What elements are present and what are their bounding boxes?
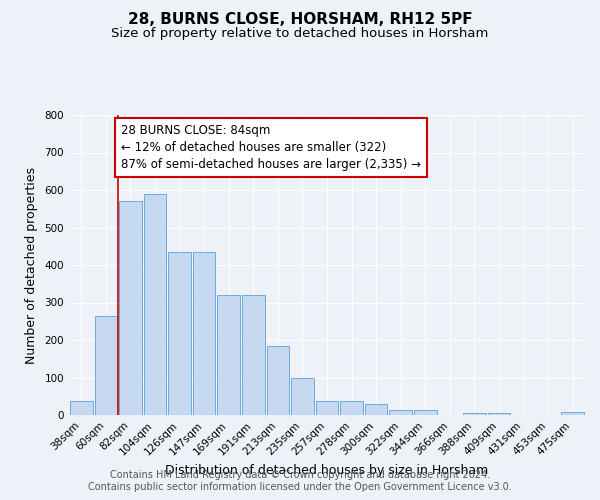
Bar xyxy=(562,412,584,415)
Text: Contains public sector information licensed under the Open Government Licence v3: Contains public sector information licen… xyxy=(88,482,512,492)
Text: Contains HM Land Registry data © Crown copyright and database right 2024.: Contains HM Land Registry data © Crown c… xyxy=(110,470,490,480)
Text: 28 BURNS CLOSE: 84sqm
← 12% of detached houses are smaller (322)
87% of semi-det: 28 BURNS CLOSE: 84sqm ← 12% of detached … xyxy=(121,124,421,172)
Bar xyxy=(143,194,166,415)
X-axis label: Distribution of detached houses by size in Horsham: Distribution of detached houses by size … xyxy=(166,464,488,476)
Bar xyxy=(463,413,486,415)
Bar xyxy=(217,295,240,415)
Bar xyxy=(291,378,314,415)
Bar xyxy=(95,316,117,415)
Bar xyxy=(70,401,92,415)
Bar xyxy=(389,410,412,415)
Bar xyxy=(316,401,338,415)
Bar xyxy=(488,413,511,415)
Bar xyxy=(340,401,363,415)
Y-axis label: Number of detached properties: Number of detached properties xyxy=(25,166,38,364)
Bar xyxy=(365,404,388,415)
Bar xyxy=(266,346,289,415)
Text: 28, BURNS CLOSE, HORSHAM, RH12 5PF: 28, BURNS CLOSE, HORSHAM, RH12 5PF xyxy=(128,12,472,28)
Bar xyxy=(193,252,215,415)
Bar xyxy=(414,410,437,415)
Bar xyxy=(242,295,265,415)
Bar xyxy=(119,201,142,415)
Text: Size of property relative to detached houses in Horsham: Size of property relative to detached ho… xyxy=(112,28,488,40)
Bar xyxy=(168,252,191,415)
